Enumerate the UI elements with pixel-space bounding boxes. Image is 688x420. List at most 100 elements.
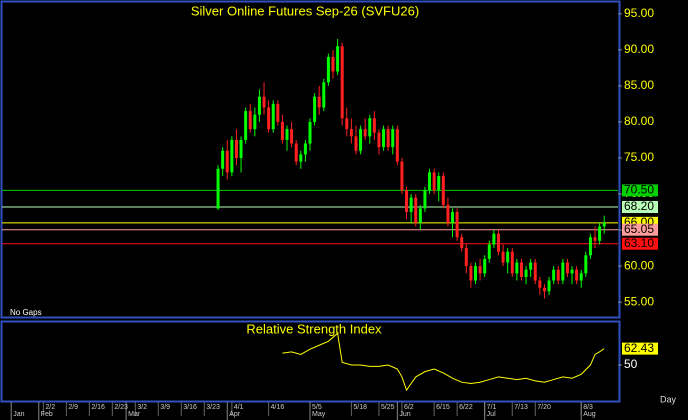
candle-body bbox=[225, 150, 229, 173]
candle-body bbox=[331, 57, 335, 72]
candle-body bbox=[262, 96, 266, 108]
month-label: Apr bbox=[229, 411, 241, 418]
candle-body bbox=[446, 204, 450, 223]
y-tick-label: 60.00 bbox=[624, 258, 654, 272]
candle-body bbox=[276, 103, 280, 122]
candle-body bbox=[552, 269, 556, 281]
candle-body bbox=[405, 190, 409, 213]
candle-body bbox=[432, 172, 436, 191]
candle-body bbox=[313, 96, 317, 122]
candle-body bbox=[437, 175, 441, 191]
price-panel bbox=[0, 0, 621, 319]
level-label: 68.20 bbox=[624, 199, 654, 213]
candle-body bbox=[519, 262, 523, 277]
candle-body bbox=[317, 96, 321, 108]
level-label-bg bbox=[622, 223, 658, 236]
candle-body bbox=[400, 161, 404, 191]
x-tick-label: 2/9 bbox=[68, 404, 78, 411]
candle-body bbox=[414, 197, 418, 223]
level-label-bg bbox=[622, 200, 658, 213]
candle-body bbox=[451, 212, 455, 223]
rsi-panel bbox=[0, 320, 621, 403]
candle-body bbox=[391, 129, 395, 148]
candle-body bbox=[221, 150, 225, 169]
candle-body bbox=[345, 118, 349, 130]
level-label-bg bbox=[622, 237, 658, 250]
x-tick-label: 2/16 bbox=[91, 404, 105, 411]
candle-body bbox=[565, 262, 569, 274]
candle-body bbox=[244, 111, 248, 140]
candle-body bbox=[460, 237, 464, 249]
candle-body bbox=[253, 114, 257, 130]
candle-body bbox=[588, 237, 592, 256]
candle-body bbox=[368, 118, 372, 137]
candle-body bbox=[299, 154, 303, 162]
candle-body bbox=[248, 111, 252, 130]
candle-body bbox=[336, 46, 340, 72]
candle-body bbox=[377, 132, 381, 148]
y-tick-label: 95.00 bbox=[624, 6, 654, 20]
candle-body bbox=[280, 121, 284, 140]
candle-body bbox=[515, 262, 519, 274]
x-tick-label: 6/2 bbox=[404, 404, 414, 411]
x-tick-label: 3/23 bbox=[206, 404, 220, 411]
rsi-line bbox=[282, 332, 605, 392]
candle-body bbox=[395, 129, 399, 162]
y-tick-label: 80.00 bbox=[624, 114, 654, 128]
candle-body bbox=[483, 258, 487, 274]
x-tick-label: 7/20 bbox=[537, 404, 551, 411]
chart-title: Silver Online Futures Sep-26 (SVFU26) bbox=[191, 3, 419, 18]
candle-body bbox=[359, 129, 363, 151]
x-tick-label: 4/16 bbox=[271, 404, 285, 411]
x-tick-label: 5/25 bbox=[381, 404, 395, 411]
candle-body bbox=[271, 103, 275, 130]
candle-body bbox=[294, 143, 298, 162]
x-tick-label: 5/18 bbox=[353, 404, 367, 411]
candle-body bbox=[234, 139, 238, 158]
candle-body bbox=[326, 57, 330, 83]
candle-body bbox=[473, 266, 477, 281]
y-tick-label: 90.00 bbox=[624, 42, 654, 56]
candle-body bbox=[529, 262, 533, 270]
candle-body bbox=[579, 273, 583, 281]
candle-body bbox=[216, 168, 220, 209]
candle-body bbox=[575, 269, 579, 281]
candle-body bbox=[363, 129, 367, 137]
level-label-bg bbox=[622, 184, 658, 197]
candle-body bbox=[538, 280, 542, 288]
candle-body bbox=[478, 266, 482, 274]
month-label: Feb bbox=[41, 411, 53, 418]
candle-body bbox=[257, 96, 261, 115]
candle-body bbox=[340, 46, 344, 119]
candle-body bbox=[428, 172, 432, 191]
x-tick-label: 8/3 bbox=[583, 404, 593, 411]
candle-body bbox=[510, 251, 514, 274]
value-label-bg bbox=[622, 342, 658, 355]
candle-body bbox=[267, 107, 271, 130]
level-label: 65.05 bbox=[624, 222, 654, 236]
level-label: 70.50 bbox=[624, 183, 654, 197]
candle-body bbox=[464, 248, 468, 267]
candle-body bbox=[542, 287, 546, 292]
candle-body bbox=[409, 197, 413, 213]
candle-body bbox=[423, 190, 427, 209]
y-tick-label: 50 bbox=[624, 357, 638, 371]
month-label: Jan bbox=[13, 411, 24, 418]
candle-body bbox=[533, 262, 537, 281]
candle-body bbox=[547, 280, 551, 292]
month-label: Jun bbox=[399, 411, 410, 418]
candle-body bbox=[239, 139, 243, 158]
candle-body bbox=[487, 244, 491, 259]
value-label: 62.43 bbox=[624, 341, 654, 355]
x-tick-label: 3/16 bbox=[183, 404, 197, 411]
candle-body bbox=[418, 208, 422, 223]
candle-body bbox=[598, 226, 602, 241]
candle-body bbox=[556, 269, 560, 281]
candle-body bbox=[455, 212, 459, 238]
x-tick-label: 7/13 bbox=[514, 404, 528, 411]
candle-body bbox=[354, 136, 358, 151]
y-tick-label: 55.00 bbox=[624, 294, 654, 308]
candle-body bbox=[303, 143, 307, 155]
